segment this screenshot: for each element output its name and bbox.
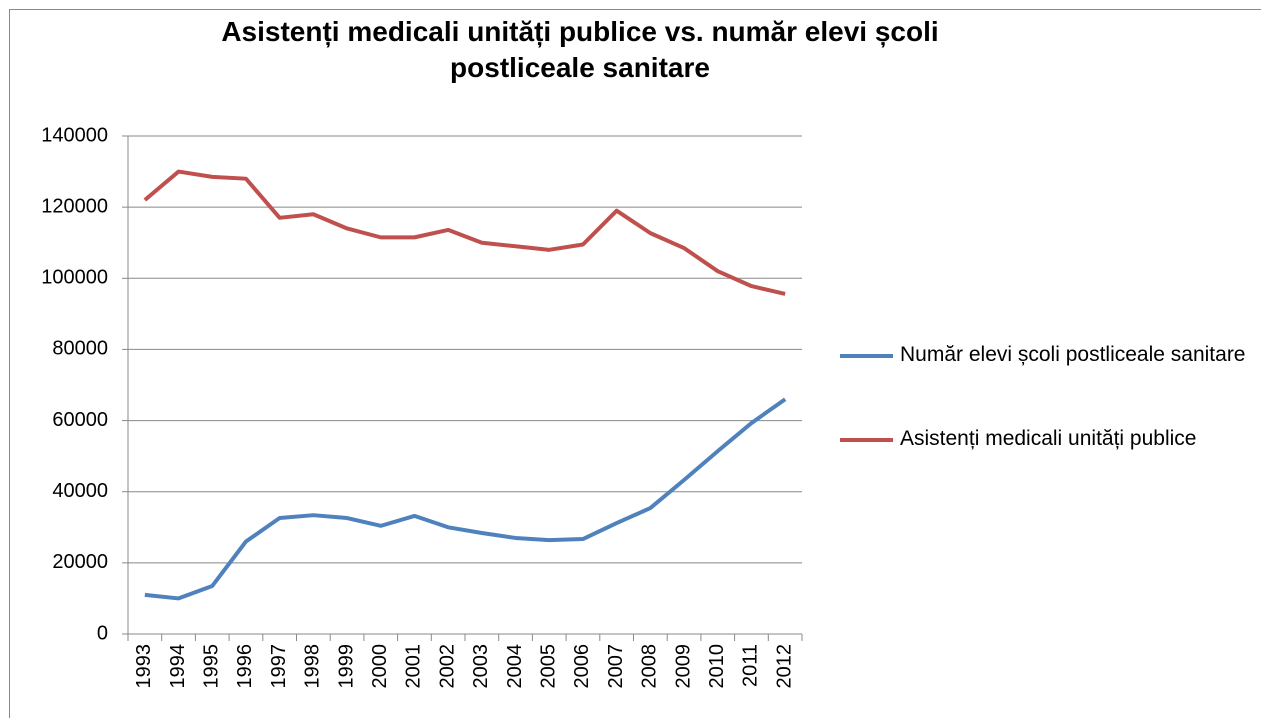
x-tick-label: 1996	[234, 644, 256, 689]
y-tick-label: 100000	[41, 267, 108, 289]
chart-title: Asistenți medicali unități publice vs. n…	[221, 16, 939, 83]
x-tick-label: 1995	[201, 644, 223, 689]
frame	[9, 9, 1261, 718]
legend-label: Asistenți medicali unități publice	[900, 427, 1197, 450]
x-tick-label: 2006	[571, 644, 593, 689]
x-tick-label: 1994	[167, 644, 189, 689]
x-tick-label: 2007	[605, 644, 627, 689]
series-line	[143, 169, 786, 296]
y-tick-label: 80000	[52, 338, 108, 360]
y-tick-label: 60000	[52, 409, 108, 431]
y-tick-label: 20000	[52, 551, 108, 573]
x-tick-label: 1997	[268, 644, 290, 689]
x-tick-label: 1999	[335, 644, 357, 689]
x-tick-label: 1998	[302, 644, 324, 689]
x-tick-label: 2000	[369, 644, 391, 689]
y-tick-label: 120000	[41, 195, 108, 217]
y-tick-label: 40000	[52, 480, 108, 502]
x-tick-label: 2004	[504, 644, 526, 689]
x-tick-label: 2008	[639, 644, 661, 689]
x-tick-label: 2002	[436, 644, 458, 689]
x-tick-label: 2005	[538, 644, 560, 689]
x-tick-label: 2012	[773, 644, 795, 689]
y-tick-label: 140000	[41, 124, 108, 146]
x-tick-label: 2010	[706, 644, 728, 689]
x-tick-label: 1993	[133, 644, 155, 689]
legend-label: Număr elevi școli postliceale sanitare	[900, 343, 1246, 366]
series-line	[144, 397, 787, 601]
x-tick-label: 2009	[672, 644, 694, 689]
x-tick-label: 2011	[740, 644, 762, 687]
y-tick-label: 0	[97, 622, 108, 644]
x-tick-label: 2003	[470, 644, 492, 689]
x-tick-label: 2001	[403, 644, 425, 689]
